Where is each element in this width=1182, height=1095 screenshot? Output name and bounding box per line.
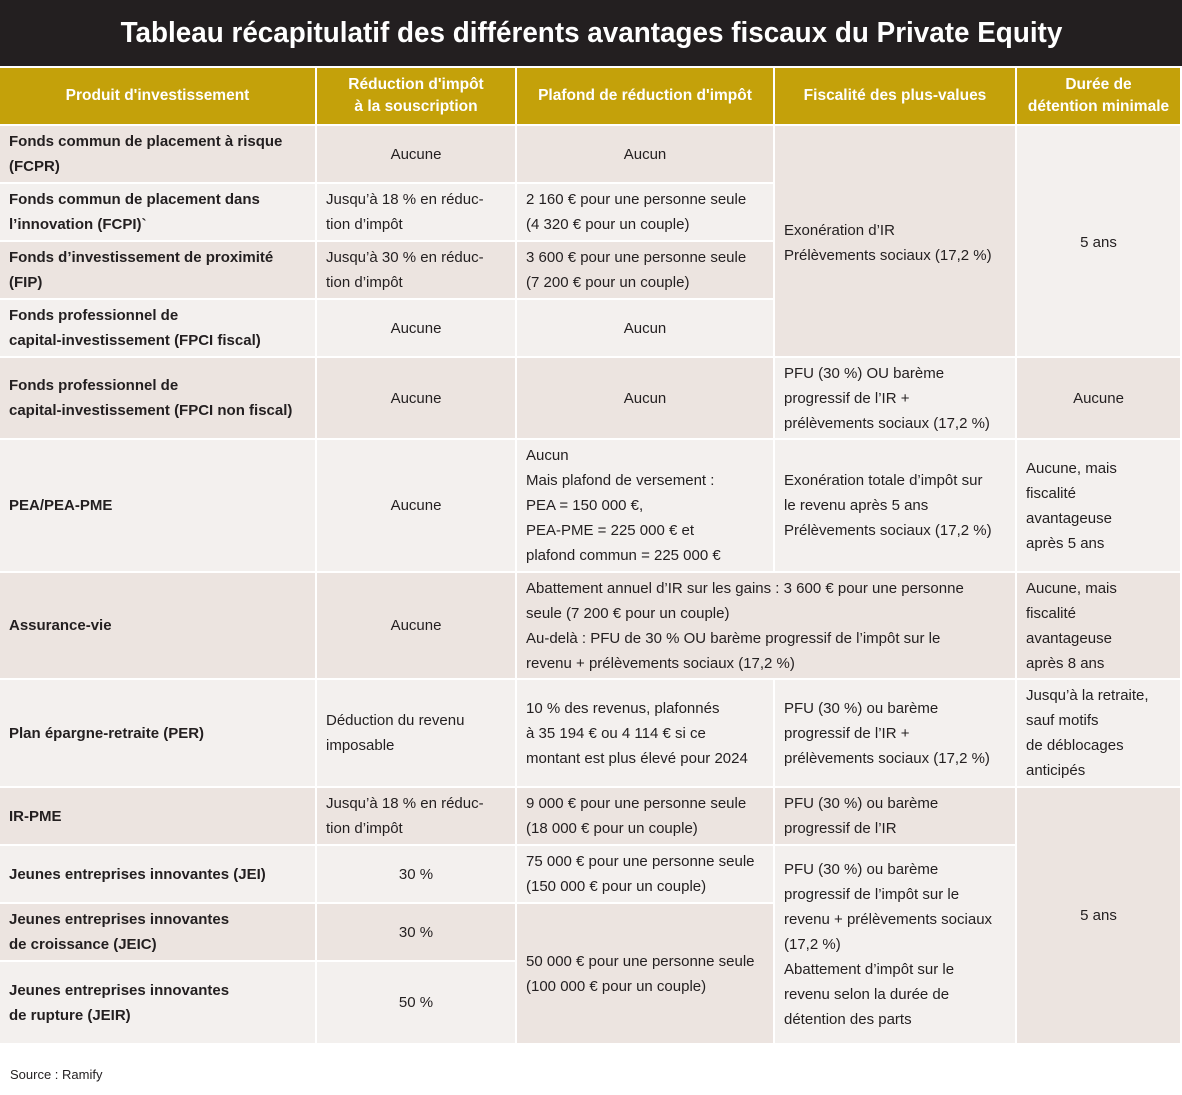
product-cell: Jeunes entreprises innovantes de rupture… (0, 962, 315, 1043)
table-row: Jeunes entreprises innovantes de rupture… (0, 962, 1180, 1043)
header-row: Produit d'investissement Réduction d'imp… (0, 68, 1180, 124)
reduction-cell: Jusqu’à 18 % en réduc- tion d’impôt (317, 788, 515, 844)
table-row: Fonds commun de placement à risque (FCPR… (0, 126, 1180, 356)
ceiling-cell: 3 600 € pour une personne seule (7 200 €… (517, 242, 773, 298)
header-product: Produit d'investissement (0, 68, 315, 124)
reduction-cell: Aucune (317, 573, 515, 678)
ceiling-and-gains-cell: Abattement annuel d’IR sur les gains : 3… (517, 573, 1015, 678)
tax-advantages-table: Produit d'investissement Réduction d'imp… (0, 66, 1182, 1045)
reduction-cell: Aucune (317, 126, 515, 182)
reduction-cell: Jusqu’à 18 % en réduc- tion d’impôt (317, 184, 515, 240)
reduction-cell: Déduction du revenu imposable (317, 680, 515, 786)
capital-gains-cell: PFU (30 %) ou barème progressif de l’IR … (775, 680, 1015, 786)
ceiling-cell: 2 160 € pour une personne seule (4 320 €… (517, 184, 773, 240)
reduction-cell: 50 % (317, 962, 515, 1043)
product-cell: IR-PME (0, 788, 315, 844)
holding-cell: 5 ans (1017, 788, 1180, 1043)
title-bar: Tableau récapitulatif des différents ava… (0, 0, 1182, 66)
reduction-cell: 30 % (317, 846, 515, 902)
product-cell: Fonds commun de placement à risque (FCPR… (0, 126, 315, 182)
page-title: Tableau récapitulatif des différents ava… (120, 16, 1062, 49)
ceiling-cell: 10 % des revenus, plafonnés à 35 194 € o… (517, 680, 773, 786)
reduction-cell: Aucune (317, 440, 515, 571)
product-cell: Fonds d’investissement de proximité (FIP… (0, 242, 315, 298)
capital-gains-cell: PFU (30 %) OU barème progressif de l’IR … (775, 358, 1015, 438)
table-row: IR-PME Jusqu’à 18 % en réduc- tion d’imp… (0, 788, 1180, 1043)
table-row: Plan épargne-retraite (PER) Déduction du… (0, 680, 1180, 786)
ceiling-cell: Aucun (517, 126, 773, 182)
table-row: PEA/PEA-PME Aucune Aucun Mais plafond de… (0, 440, 1180, 571)
table-row: Jeunes entreprises innovantes de croissa… (0, 904, 1180, 1043)
capital-gains-cell: Exonération totale d’impôt sur le revenu… (775, 440, 1015, 571)
holding-cell: Aucune, mais fiscalité avantageuse après… (1017, 440, 1180, 571)
ceiling-cell: 75 000 € pour une personne seule (150 00… (517, 846, 773, 902)
table-row: Jeunes entreprises innovantes (JEI) 30 %… (0, 846, 1180, 1043)
ceiling-cell: Aucun (517, 358, 773, 438)
ceiling-cell: 50 000 € pour une personne seule (100 00… (517, 904, 773, 1043)
table-row: Fonds professionnel de capital-investiss… (0, 358, 1180, 438)
table-row: Fonds professionnel de capital-investiss… (0, 300, 1180, 356)
holding-cell: Aucune (1017, 358, 1180, 438)
capital-gains-cell: Exonération d’IR Prélèvements sociaux (1… (775, 126, 1015, 356)
holding-cell: Jusqu’à la retraite, sauf motifs de débl… (1017, 680, 1180, 786)
product-cell: Assurance-vie (0, 573, 315, 678)
table-row: Fonds d’investissement de proximité (FIP… (0, 242, 1180, 298)
table-row: Fonds commun de placement dans l’innovat… (0, 184, 1180, 240)
ceiling-cell: 9 000 € pour une personne seule (18 000 … (517, 788, 773, 844)
header-ceiling: Plafond de réduction d'impôt (517, 68, 773, 124)
product-cell: Jeunes entreprises innovantes de croissa… (0, 904, 315, 960)
table-row: Assurance-vie Aucune Abattement annuel d… (0, 573, 1180, 678)
product-cell: Jeunes entreprises innovantes (JEI) (0, 846, 315, 902)
reduction-cell: Jusqu’à 30 % en réduc- tion d’impôt (317, 242, 515, 298)
capital-gains-cell: PFU (30 %) ou barème progressif de l’imp… (775, 846, 1015, 1043)
holding-cell: 5 ans (1017, 126, 1180, 356)
header-reduction: Réduction d'impôt à la souscription (317, 68, 515, 124)
product-cell: Fonds commun de placement dans l’innovat… (0, 184, 315, 240)
capital-gains-cell: PFU (30 %) ou barème progressif de l’IR (775, 788, 1015, 844)
header-capital-gains: Fiscalité des plus-values (775, 68, 1015, 124)
ceiling-cell: Aucun Mais plafond de versement : PEA = … (517, 440, 773, 571)
product-cell: Fonds professionnel de capital-investiss… (0, 300, 315, 356)
product-cell: Fonds professionnel de capital-investiss… (0, 358, 315, 438)
reduction-cell: Aucune (317, 358, 515, 438)
reduction-cell: 30 % (317, 904, 515, 960)
reduction-cell: Aucune (317, 300, 515, 356)
ceiling-cell: Aucun (517, 300, 773, 356)
holding-cell: Aucune, mais fiscalité avantageuse après… (1017, 573, 1180, 678)
product-cell: Plan épargne-retraite (PER) (0, 680, 315, 786)
header-holding: Durée de détention minimale (1017, 68, 1180, 124)
product-cell: PEA/PEA-PME (0, 440, 315, 571)
source-note: Source : Ramify (10, 1067, 103, 1082)
